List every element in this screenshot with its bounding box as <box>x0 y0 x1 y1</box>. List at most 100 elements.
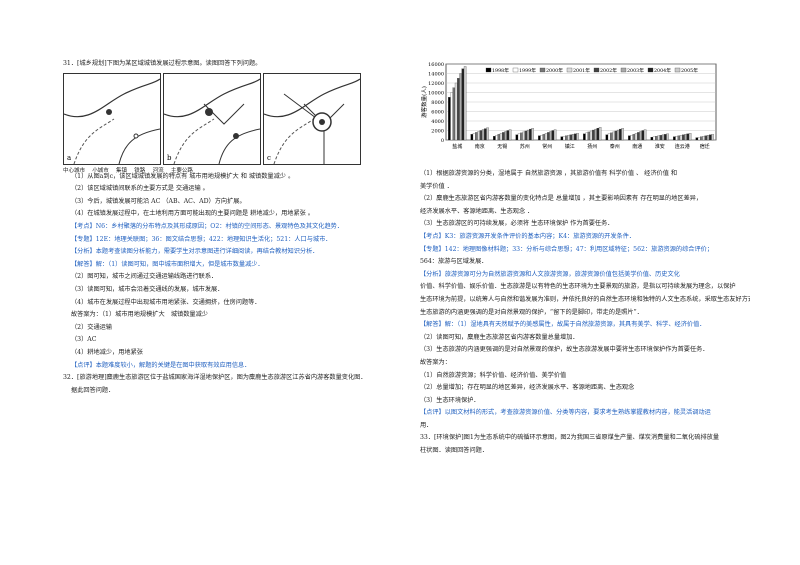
bar <box>700 136 703 141</box>
bar <box>571 134 575 141</box>
bar <box>567 135 570 141</box>
bar <box>540 135 543 141</box>
y-tick-label: 10000 <box>428 91 444 97</box>
bar <box>538 135 541 141</box>
bar <box>589 130 593 141</box>
bar <box>560 136 564 141</box>
bar <box>499 133 503 141</box>
tourist-bar-chart: 0 2000 4000 6000 8000 10000 12000 14000 16000 游客数… <box>420 58 720 166</box>
text-line: 价值、科学价值、娱乐价值．生态旅游是以有特色的生态环境为主要景观的旅游，是指以可… <box>420 283 736 291</box>
bar <box>673 136 676 141</box>
legend-swatch <box>539 67 546 73</box>
bar <box>686 133 690 141</box>
bar <box>659 135 663 141</box>
bar <box>697 137 701 141</box>
y-tick-label: 12000 <box>428 81 444 87</box>
figure-b-label: b <box>167 154 172 162</box>
legend-label: 2001年 <box>573 67 590 74</box>
figure-a: a <box>63 72 161 165</box>
legend-small-city: 小城市 <box>92 167 109 174</box>
bar <box>709 134 712 141</box>
question-33-title: 33．[环境保护]图1为生态系统中的硫循环示意图，图2为我国三省原煤生产量、煤炭… <box>420 434 720 442</box>
bar <box>675 136 678 141</box>
text-line: 【解答】解：（1）读图可知，图中城市面积增大，但是城市数量减少． <box>71 260 264 268</box>
bar <box>688 133 692 141</box>
bar <box>477 131 480 141</box>
bar <box>641 130 645 141</box>
bar <box>704 135 708 141</box>
bar <box>610 132 613 141</box>
bar <box>585 132 588 141</box>
legend-label: 1999年 <box>519 67 536 74</box>
x-tick-label: 泰州 <box>610 143 620 150</box>
text-line: （4）在城镇发展过程中，在土地利用方面可能出现的主要问题是 耕地减少，用地紧张 … <box>71 210 314 218</box>
bar <box>711 134 714 141</box>
y-tick-label: 16000 <box>428 62 444 68</box>
legend-label: 2000年 <box>546 67 563 74</box>
bar <box>493 136 496 141</box>
figure-a-label: a <box>67 154 71 162</box>
legend-swatch <box>512 67 519 73</box>
bar <box>517 133 521 141</box>
bar <box>614 130 618 141</box>
figure-c-label: c <box>267 154 271 162</box>
bar <box>463 66 467 141</box>
bar <box>495 135 498 141</box>
text-line: 用． <box>420 421 433 429</box>
bar <box>576 133 579 141</box>
x-tick-label: 淮安 <box>655 143 665 150</box>
text-line: （3）生态旅游区的可持续发展，必须将 生态环境保护 作为首要任务． <box>420 220 614 228</box>
bar <box>522 131 525 141</box>
bar <box>695 137 699 141</box>
bar <box>454 82 458 141</box>
y-tick-label: 6000 <box>431 110 444 116</box>
bar <box>666 133 669 141</box>
bar <box>524 130 528 141</box>
city-development-figures: a b <box>63 72 385 174</box>
text-line: 【点评】本题难度较小，解题的关键是在图中获取有效应用信息． <box>71 361 251 369</box>
bar <box>526 129 530 141</box>
bar <box>684 134 687 141</box>
text-line: 【专题】12E：地理关联图；36：图文结合思想；422：地理知识生活化；521：… <box>71 235 332 243</box>
text-line: （3）AC <box>71 336 97 344</box>
bar <box>607 133 611 141</box>
text-line: （2）读图可知，麋鹿生态旅游区省内游客数量总量增加． <box>420 333 579 341</box>
text-line: 【考点】K3：旅游资源开发条件评价的基本内容；K4：旅游资源的开发条件． <box>420 232 636 240</box>
text-line: 【专题】142：地理图像材料题；33：分析与综合思想；47：利用区域特征；562… <box>420 245 714 253</box>
figure-b: b <box>163 72 261 165</box>
y-tick-label: 4000 <box>431 119 444 125</box>
bar <box>657 135 660 141</box>
bar <box>531 128 534 141</box>
question-32-title: 32．[旅游地理]麋鹿生态旅游区位于盐城国家海洋湿地保护区，图为麋鹿生态旅游区江… <box>63 374 367 382</box>
bar <box>459 73 462 141</box>
bar <box>630 135 633 141</box>
text-line: 【点评】以图文材料的形式，考查旅游资源价值、分类等内容，要求考生熟练掌握教材内容… <box>420 409 711 417</box>
text-line: （3）读图可知，城市会沿着交通线的发展，城市发展． <box>71 285 224 293</box>
left-column: 31．[城乡规划]下图为某区域城镇发展过程示意图。读图回答下列问题。 a <box>63 58 385 397</box>
figure-legend: 中心城市 小城市 集镇 铁路 河流 主要公路 <box>63 165 363 178</box>
text-line: （2）图可知，城市之间通过交通运输线路进行联系． <box>71 273 218 281</box>
text-line: （1）自然旅游资源；科学价值、经济价值、美学价值 <box>420 371 567 379</box>
bar <box>702 136 705 141</box>
bar <box>598 127 602 141</box>
text-line: （4）耕地减少，用地紧张 <box>71 348 143 356</box>
y-tick-label: 14000 <box>428 72 444 78</box>
bar <box>664 134 667 141</box>
x-tick-label: 南京 <box>475 143 485 150</box>
x-tick-label: 盐城 <box>452 143 462 150</box>
x-tick-label: 扬州 <box>587 143 597 150</box>
bar <box>544 133 548 141</box>
bar <box>619 128 622 141</box>
legend-swatch <box>485 67 492 73</box>
bar <box>502 132 505 141</box>
text-line: （2）交通运输 <box>71 323 113 331</box>
legend-railway: 铁路 <box>134 167 146 174</box>
y-tick-label: 0 <box>441 138 444 144</box>
bar <box>461 68 465 141</box>
bar <box>565 135 568 141</box>
text-line: 生态旅游的内涵更强调的是对自然景观的保护，“留下的是脚印，带走的是照片”． <box>420 308 643 316</box>
figure-c: c <box>263 72 361 165</box>
text-line: （2）该区域城镇间联系的主要方式是 交通运输 。 <box>71 185 209 193</box>
text-line: （3）生态旅游的内涵更强调的是对自然景观的保护，故生态旅游发展中要将生态环境保护… <box>420 346 709 354</box>
legend-highway: 主要公路 <box>170 167 193 174</box>
